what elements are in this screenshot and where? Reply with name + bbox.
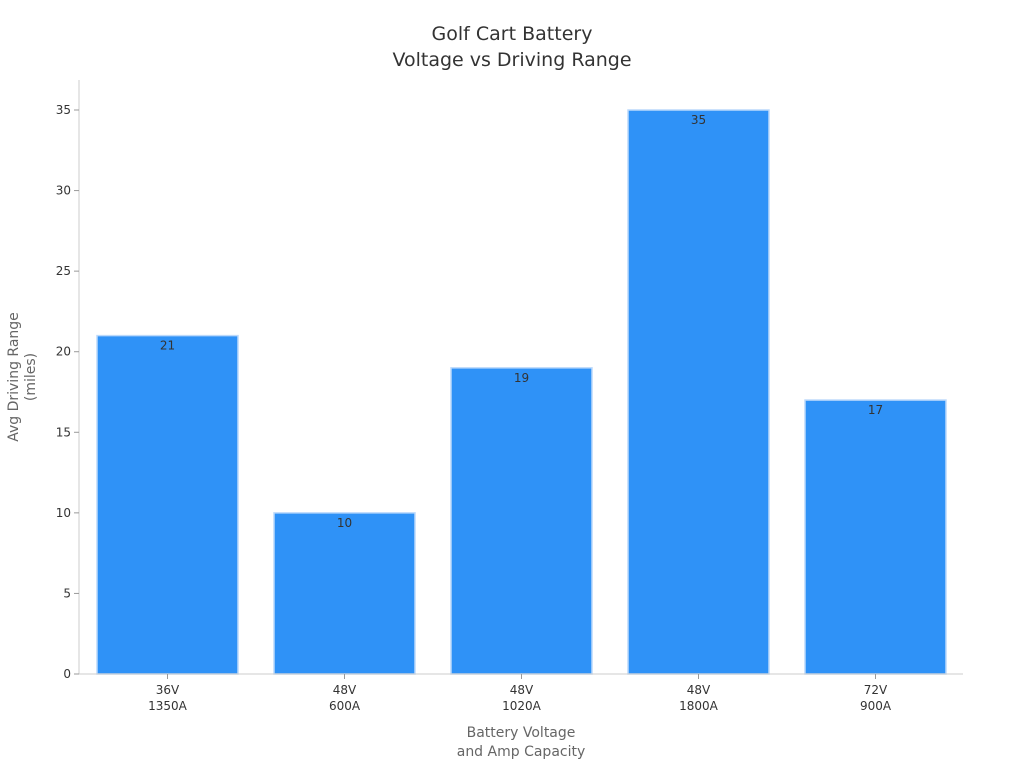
- y-tick-label: 20: [56, 345, 71, 359]
- chart-title-line-1: Golf Cart Battery: [432, 23, 593, 45]
- bar: [96, 334, 239, 675]
- chart-title-line-2: Voltage vs Driving Range: [392, 49, 631, 71]
- y-tick-label: 15: [56, 425, 71, 439]
- bar: [273, 512, 416, 675]
- x-tick-label: 600A: [329, 699, 361, 713]
- x-axis-title-line-2: and Amp Capacity: [457, 744, 586, 760]
- x-axis-title-line-1: Battery Voltage: [467, 725, 576, 741]
- y-tick-label: 10: [56, 506, 71, 520]
- bar-value-label: 19: [514, 371, 529, 385]
- y-tick-label: 35: [56, 103, 71, 117]
- x-tick-label: 48V: [687, 683, 711, 697]
- x-tick-label: 900A: [860, 699, 892, 713]
- bar-value-label: 17: [868, 403, 883, 417]
- bars-group: [96, 109, 947, 675]
- bar-value-label: 35: [691, 113, 706, 127]
- y-tick-label: 25: [56, 264, 71, 278]
- x-tick-label: 1350A: [148, 699, 188, 713]
- x-axis: 36V 1350A 48V 600A 48V 1020A 48V 1800A 72V 900A: [79, 673, 963, 713]
- bar: [804, 399, 947, 675]
- bar: [627, 109, 770, 675]
- y-axis: 0 5 10 15 20 25 30 35: [56, 80, 80, 681]
- x-tick-label: 48V: [510, 683, 534, 697]
- y-tick-label: 5: [63, 586, 71, 600]
- y-axis-title-line-2: (miles): [23, 353, 39, 401]
- x-tick-label: 36V: [156, 683, 180, 697]
- bar-labels-group: 21 10 19 35 17: [160, 113, 883, 530]
- y-axis-title-line-1: Avg Driving Range: [6, 312, 22, 442]
- x-tick-label: 1020A: [502, 699, 542, 713]
- x-tick-label: 72V: [864, 683, 888, 697]
- bar: [450, 367, 593, 675]
- x-tick-label: 48V: [333, 683, 357, 697]
- bar-value-label: 21: [160, 339, 175, 353]
- y-axis-title: Avg Driving Range (miles): [6, 312, 39, 442]
- y-tick-label: 0: [63, 667, 71, 681]
- y-tick-label: 30: [56, 184, 71, 198]
- x-tick-label: 1800A: [679, 699, 719, 713]
- bar-value-label: 10: [337, 516, 352, 530]
